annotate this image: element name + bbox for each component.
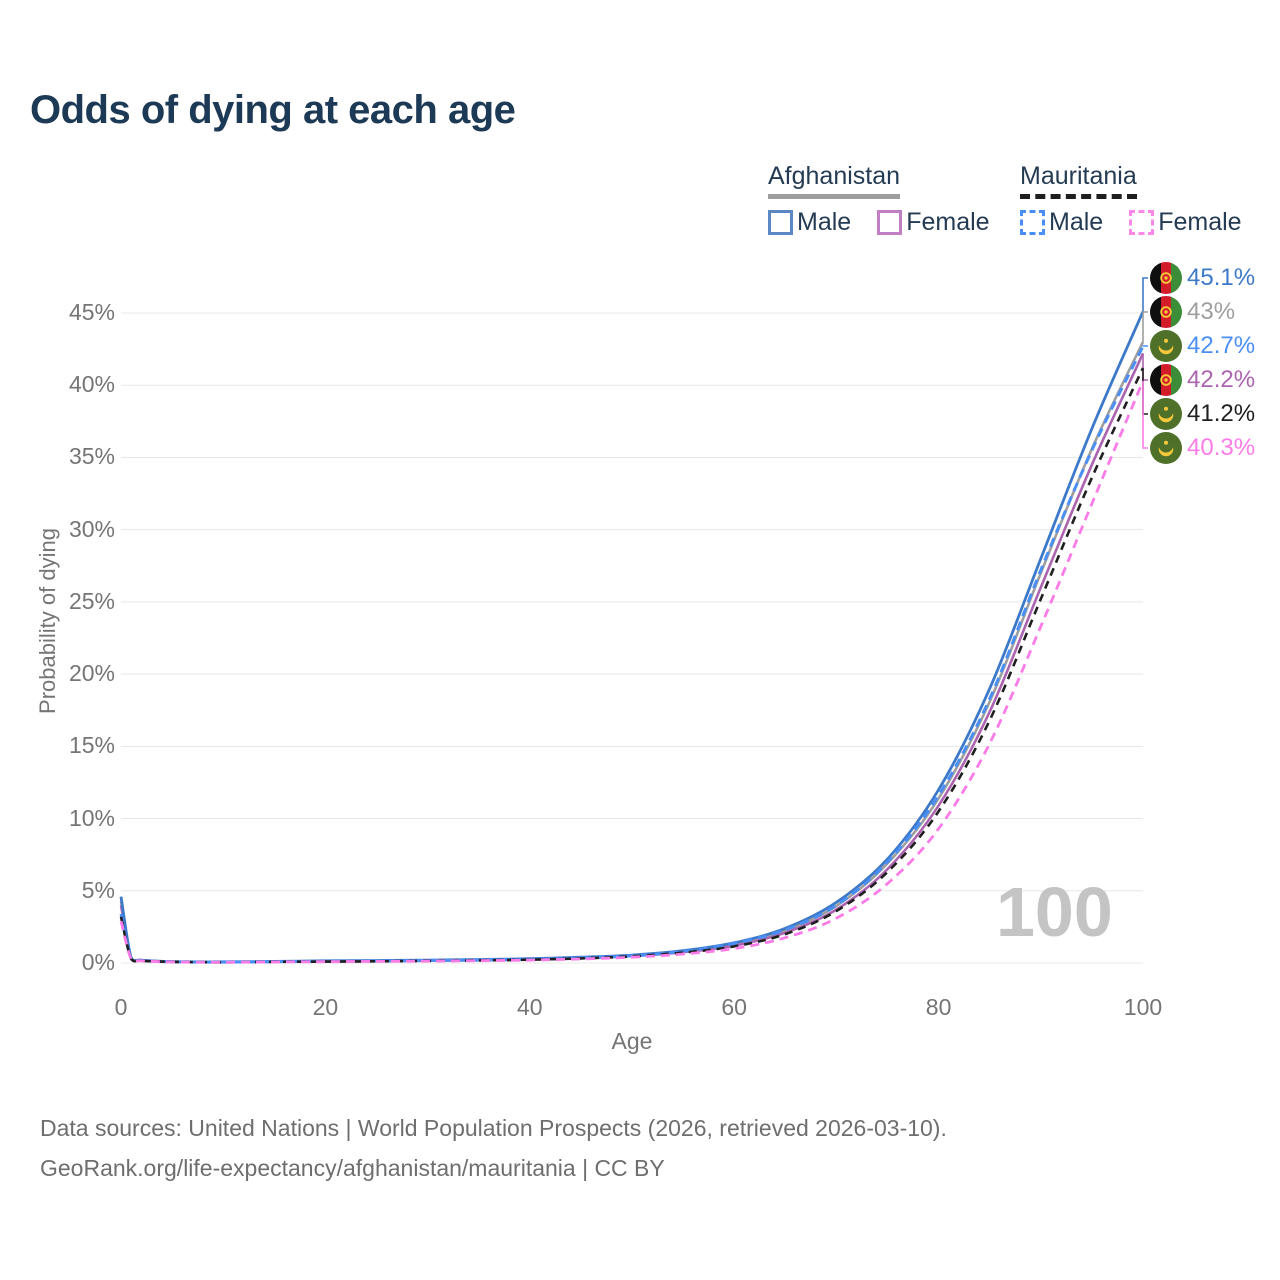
end-label-value: 42.2% xyxy=(1187,366,1256,393)
series-line-afghanistan-male xyxy=(119,311,1145,964)
y-axis-title: Probability of dying xyxy=(35,528,60,714)
legend-row-mauritania: Male Female xyxy=(1020,208,1242,237)
end-label-value: 43% xyxy=(1187,298,1236,325)
end-label-connector-afghanistan-male xyxy=(1142,277,1148,312)
end-label-value: 42.7% xyxy=(1187,332,1256,359)
y-tick-label: 0% xyxy=(81,949,115,975)
series-end-label-afghanistan-male: 45.1% xyxy=(1150,261,1255,295)
x-tick-label: 0 xyxy=(114,994,128,1020)
series-line-afghanistan-both xyxy=(119,341,1145,964)
legend-row-afghanistan: Male Female xyxy=(768,208,990,237)
footer: Data sources: United Nations | World Pop… xyxy=(40,1108,947,1188)
y-tick-label: 5% xyxy=(81,876,115,903)
legend-mauritania-male-label: Male xyxy=(1049,208,1104,236)
afghanistan-male-swatch xyxy=(768,210,793,235)
series-end-label-afghanistan-both: 43% xyxy=(1150,295,1235,329)
legend-afghanistan-female-label: Female xyxy=(906,208,990,236)
y-tick-label: 45% xyxy=(68,299,115,325)
series-end-label-afghanistan-female: 42.2% xyxy=(1150,363,1255,397)
x-tick-label: 100 xyxy=(1123,994,1163,1020)
end-label-connector-afghanistan-both xyxy=(1142,311,1148,342)
legend-mauritania-male[interactable]: Male xyxy=(1020,208,1103,237)
end-label-connector-mauritania-both xyxy=(1142,367,1148,415)
hover-age-indicator: 100 xyxy=(996,873,1113,951)
mauritania-flag-icon xyxy=(1150,432,1182,464)
afghanistan-female-swatch xyxy=(877,210,903,235)
legend-mauritania-female[interactable]: Female xyxy=(1129,208,1242,237)
legend-afghanistan-male[interactable]: Male xyxy=(768,208,851,237)
x-axis-title: Age xyxy=(611,1028,653,1054)
y-tick-label: 20% xyxy=(68,660,115,687)
page-title: Odds of dying at each age xyxy=(30,88,516,132)
series-end-label-mauritania-female: 40.3% xyxy=(1150,431,1255,465)
legend-afghanistan-male-label: Male xyxy=(797,208,852,236)
series-line-afghanistan-female xyxy=(119,352,1145,964)
x-tick-label: 60 xyxy=(721,994,747,1020)
mauritania-female-swatch xyxy=(1129,210,1155,235)
legend-country-afghanistan[interactable]: Afghanistan xyxy=(768,162,901,199)
legend-country-mauritania[interactable]: Mauritania xyxy=(1020,162,1137,199)
mauritania-flag-icon xyxy=(1150,398,1182,430)
mauritania-male-swatch xyxy=(1020,210,1045,235)
afghanistan-flag-icon xyxy=(1150,296,1182,328)
x-tick-label: 80 xyxy=(925,994,952,1020)
y-tick-label: 15% xyxy=(68,732,115,759)
y-tick-label: 25% xyxy=(68,587,115,614)
end-label-value: 45.1% xyxy=(1187,264,1256,291)
series-line-mauritania-male xyxy=(119,345,1145,964)
x-tick-label: 40 xyxy=(517,994,543,1020)
x-tick-label: 20 xyxy=(312,994,339,1020)
legend-afghanistan-female[interactable]: Female xyxy=(877,208,990,237)
legend-group-mauritania: Mauritania Male Female xyxy=(1020,162,1242,237)
mauritania-flag-icon xyxy=(1150,330,1182,362)
y-tick-label: 35% xyxy=(68,443,115,470)
data-sources-line: Data sources: United Nations | World Pop… xyxy=(40,1115,947,1141)
end-label-connector-mauritania-female xyxy=(1142,380,1148,449)
y-tick-label: 40% xyxy=(68,371,115,398)
attribution-line: GeoRank.org/life-expectancy/afghanistan/… xyxy=(40,1155,665,1181)
y-tick-label: 10% xyxy=(68,804,115,831)
afghanistan-flag-icon xyxy=(1150,364,1182,396)
y-tick-label: 30% xyxy=(68,515,115,542)
series-end-label-mauritania-male: 42.7% xyxy=(1150,329,1255,363)
series-end-label-mauritania-both: 41.2% xyxy=(1150,397,1255,431)
legend-mauritania-female-label: Female xyxy=(1158,208,1242,236)
end-label-value: 40.3% xyxy=(1187,434,1256,461)
series-line-mauritania-female xyxy=(119,380,1145,964)
series-line-mauritania-both xyxy=(119,367,1145,964)
end-label-connector-afghanistan-female xyxy=(1142,353,1148,381)
legend-group-afghanistan: Afghanistan Male Female xyxy=(768,162,990,237)
end-label-value: 41.2% xyxy=(1187,400,1256,427)
afghanistan-flag-icon xyxy=(1150,262,1182,294)
